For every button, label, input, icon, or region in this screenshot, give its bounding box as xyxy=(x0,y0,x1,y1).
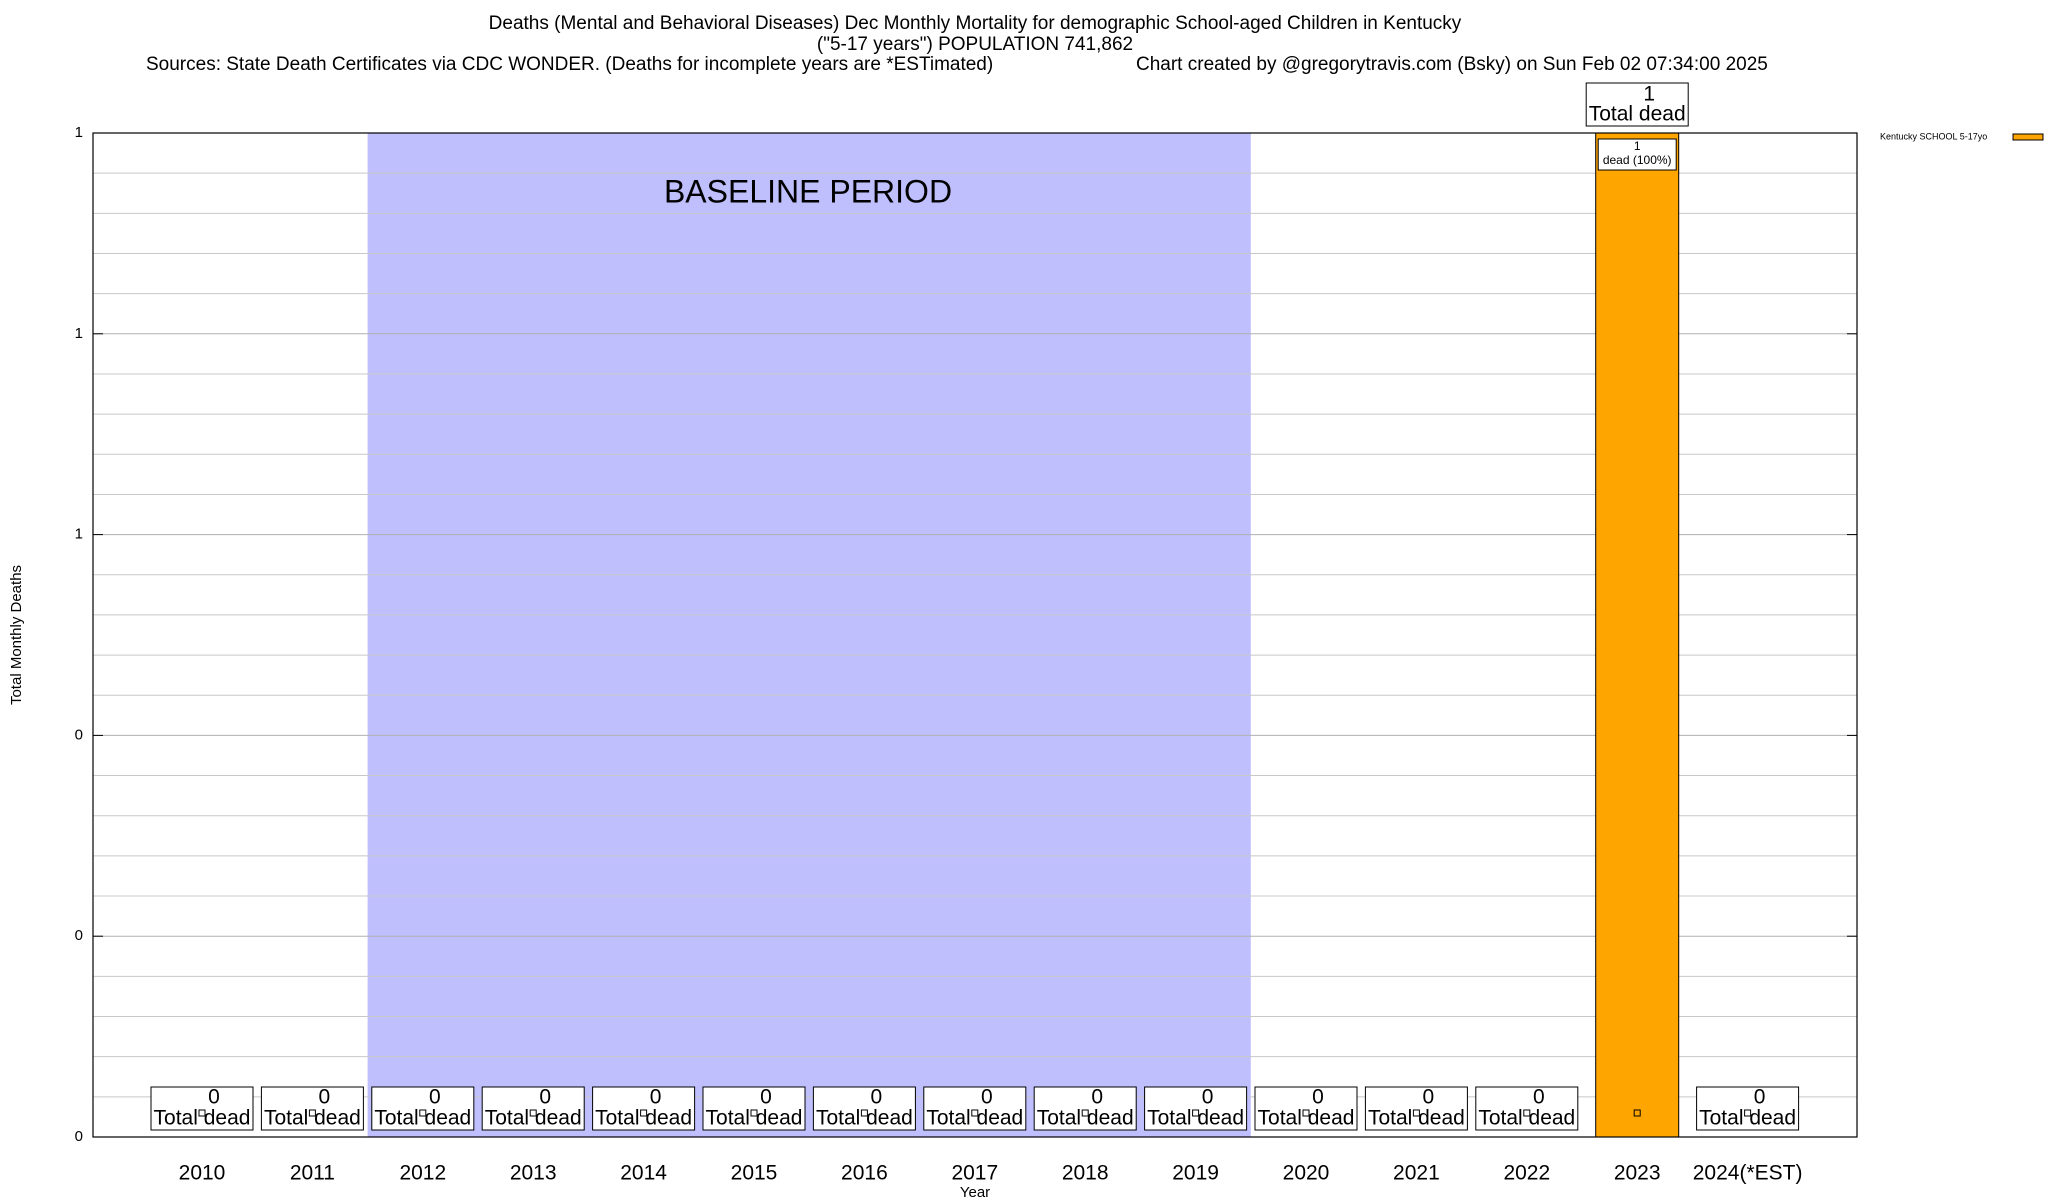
total-value-label: 0 xyxy=(208,1086,220,1109)
x-tick xyxy=(419,1109,427,1117)
x-tick-label: 2016 xyxy=(841,1162,888,1185)
total-label-box xyxy=(1475,1086,1579,1131)
x-tick xyxy=(1081,1109,1089,1117)
x-tick xyxy=(1412,1109,1420,1117)
y-tick-label: 1 xyxy=(75,526,83,543)
x-tick-label: 2020 xyxy=(1283,1162,1330,1185)
total-value-label: 0 xyxy=(429,1086,441,1109)
total-text-label: Total dead xyxy=(1699,1107,1796,1130)
x-axis-label: Year xyxy=(960,1184,990,1200)
x-tick-label: 2017 xyxy=(951,1162,998,1185)
source-note: Sources: State Death Certificates via CD… xyxy=(146,54,993,75)
total-text-label: Total dead xyxy=(154,1107,251,1130)
total-text-label: Total dead xyxy=(1258,1107,1355,1130)
total-text-label: Total dead xyxy=(1478,1107,1575,1130)
total-value-label: 0 xyxy=(1423,1086,1435,1109)
x-tick-label: 2018 xyxy=(1062,1162,1109,1185)
total-text-label: Total dead xyxy=(264,1107,361,1130)
x-tick xyxy=(971,1109,979,1117)
x-tick xyxy=(1523,1109,1531,1117)
x-tick xyxy=(750,1109,758,1117)
annotation: BASELINE PERIOD xyxy=(664,173,952,209)
total-value-label: 1 xyxy=(1643,83,1655,106)
total-label-box xyxy=(702,1086,806,1131)
total-value-label: 0 xyxy=(539,1086,551,1109)
segment-share-label: dead (100%) xyxy=(1603,153,1672,167)
x-tick-label: 2011 xyxy=(290,1162,335,1185)
total-label-box xyxy=(1696,1086,1800,1131)
total-text-label: Total dead xyxy=(595,1107,692,1130)
x-tick-label: 2013 xyxy=(510,1162,557,1185)
y-tick-label: 1 xyxy=(75,124,83,141)
total-value-label: 0 xyxy=(981,1086,993,1109)
x-tick xyxy=(308,1109,316,1117)
total-label-box xyxy=(1254,1086,1358,1131)
total-text-label: Total dead xyxy=(706,1107,803,1130)
segment-label-box xyxy=(1597,138,1677,171)
bar xyxy=(1595,132,1680,1138)
total-value-label: 0 xyxy=(1202,1086,1214,1109)
total-label-box xyxy=(150,1086,254,1131)
total-text-label: Total dead xyxy=(374,1107,471,1130)
x-tick-label: 2022 xyxy=(1503,1162,1550,1185)
x-tick xyxy=(198,1109,206,1117)
segment-value-label: 1 xyxy=(1634,139,1641,153)
total-label-box xyxy=(592,1086,696,1131)
x-tick-label: 2024(*EST) xyxy=(1693,1162,1803,1185)
total-value-label: 0 xyxy=(319,1086,331,1109)
plot-frame xyxy=(92,132,1858,1138)
x-tick xyxy=(860,1109,868,1117)
x-tick-label: 2014 xyxy=(620,1162,667,1185)
x-tick-label: 2010 xyxy=(179,1162,226,1185)
x-tick xyxy=(1744,1109,1752,1117)
x-tick xyxy=(529,1109,537,1117)
baseline-region xyxy=(367,133,1251,1137)
total-text-label: Total dead xyxy=(926,1107,1023,1130)
total-label-box xyxy=(260,1086,364,1131)
chart-subtitle: ("5-17 years") POPULATION 741,862 xyxy=(817,34,1133,55)
x-tick xyxy=(1302,1109,1310,1117)
total-label-box xyxy=(1585,82,1689,127)
total-label-box xyxy=(812,1086,916,1131)
legend-label: Kentucky SCHOOL 5-17yo xyxy=(1880,131,1987,141)
y-tick-label: 0 xyxy=(75,726,83,743)
total-value-label: 0 xyxy=(1312,1086,1324,1109)
chart-title: Deaths (Mental and Behavioral Diseases) … xyxy=(489,13,1462,34)
y-tick-label: 0 xyxy=(75,1128,83,1145)
x-tick xyxy=(640,1109,648,1117)
total-text-label: Total dead xyxy=(816,1107,913,1130)
x-tick xyxy=(1633,1109,1641,1117)
total-label-box xyxy=(1144,1086,1248,1131)
credit-note: Chart created by @gregorytravis.com (Bsk… xyxy=(1136,54,1768,75)
x-tick-label: 2015 xyxy=(731,1162,778,1185)
total-value-label: 0 xyxy=(650,1086,662,1109)
total-value-label: 0 xyxy=(871,1086,883,1109)
total-text-label: Total dead xyxy=(485,1107,582,1130)
total-label-box xyxy=(371,1086,475,1131)
x-tick-label: 2021 xyxy=(1393,1162,1440,1185)
total-value-label: 0 xyxy=(760,1086,772,1109)
total-label-box xyxy=(1033,1086,1137,1131)
total-value-label: 0 xyxy=(1533,1086,1545,1109)
total-value-label: 0 xyxy=(1091,1086,1103,1109)
total-text-label: Total dead xyxy=(1147,1107,1244,1130)
total-label-box xyxy=(1364,1086,1468,1131)
x-tick xyxy=(1192,1109,1200,1117)
x-tick-label: 2012 xyxy=(399,1162,446,1185)
total-label-box xyxy=(923,1086,1027,1131)
y-tick-label: 1 xyxy=(75,325,83,342)
total-value-label: 0 xyxy=(1754,1086,1766,1109)
total-label-box xyxy=(481,1086,585,1131)
y-axis-label: Total Monthly Deaths xyxy=(8,565,25,705)
total-text-label: Total dead xyxy=(1368,1107,1465,1130)
total-text-label: Total dead xyxy=(1037,1107,1134,1130)
total-text-label: Total dead xyxy=(1589,103,1686,126)
x-tick-label: 2019 xyxy=(1172,1162,1219,1185)
x-tick-label: 2023 xyxy=(1614,1162,1661,1185)
y-tick-label: 0 xyxy=(75,927,83,944)
legend-swatch xyxy=(2012,133,2044,141)
